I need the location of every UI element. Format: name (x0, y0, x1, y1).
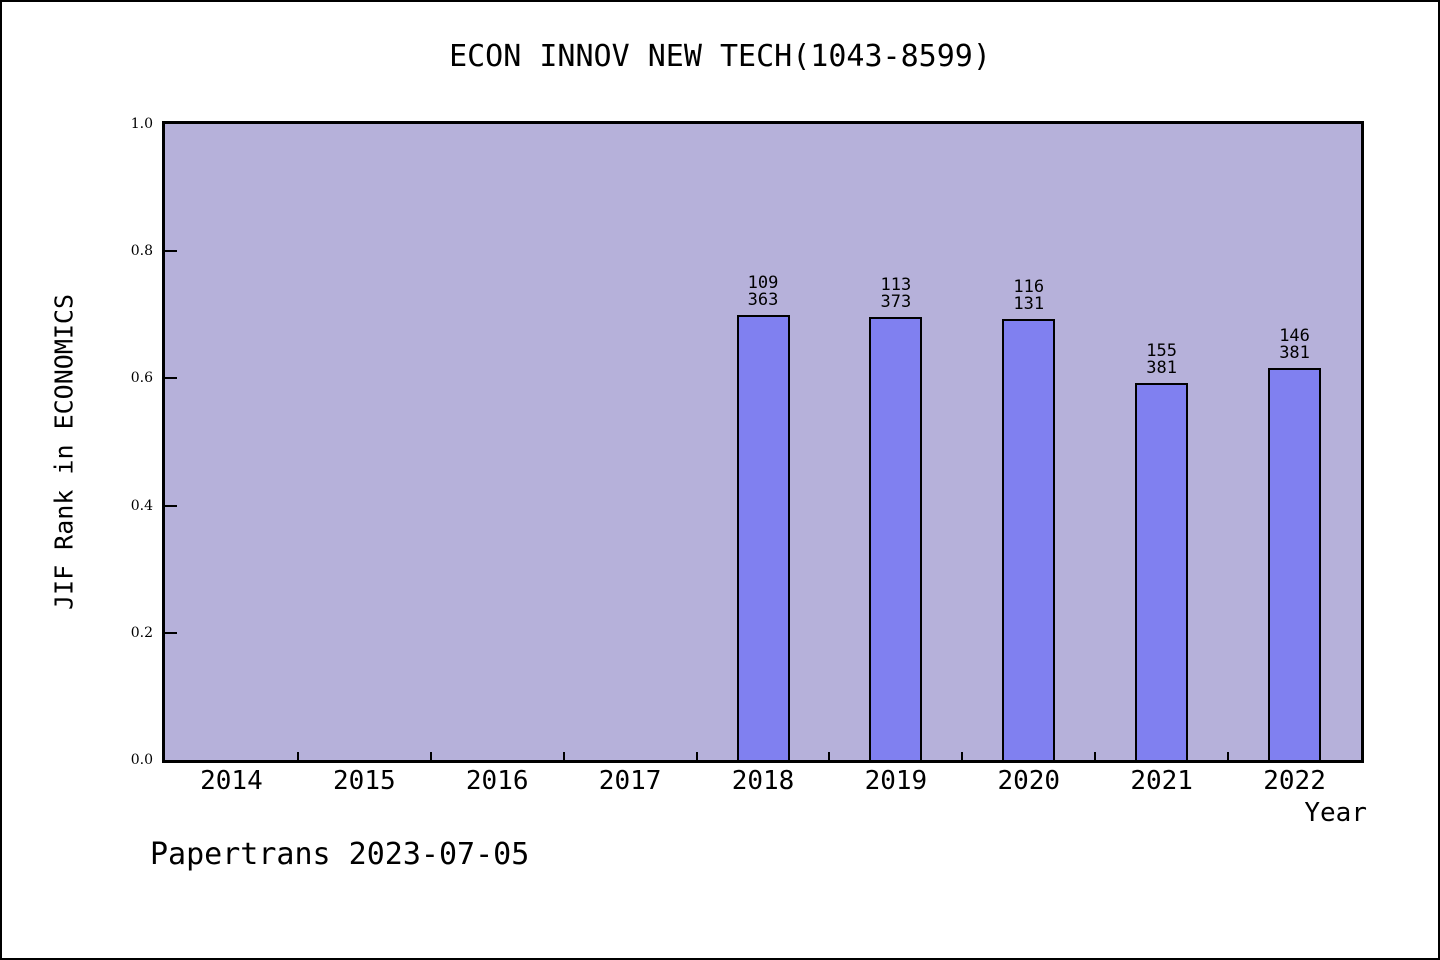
x-tick-label: 2017 (598, 766, 662, 796)
y-axis-label: JIF Rank in ECONOMICS (49, 293, 79, 611)
x-tick-mark (1094, 752, 1097, 760)
bar-value-label: 109 363 (747, 273, 779, 310)
y-tick-mark (165, 631, 177, 634)
bar-2022 (1268, 368, 1322, 760)
x-tick-label: 2020 (997, 766, 1061, 796)
bar-2018 (736, 315, 790, 760)
bar-value-label: 146 381 (1279, 326, 1310, 363)
bar-value-label: 116 131 (1013, 277, 1045, 314)
y-tick-label: 0.4 (130, 497, 153, 514)
chart-title: ECON INNOV NEW TECH(1043-8599) (449, 39, 991, 74)
x-tick-mark (828, 752, 831, 760)
x-tick-label: 2016 (465, 766, 529, 796)
bar-2019 (869, 317, 923, 760)
x-axis-label: Year (1304, 798, 1367, 828)
bar-value-label: 155 381 (1146, 341, 1178, 378)
x-tick-label: 2014 (200, 766, 263, 796)
x-tick-label: 2015 (333, 766, 396, 796)
y-tick-label: 0.6 (130, 370, 153, 387)
bar-value-label: 113 373 (880, 275, 912, 312)
y-tick-mark (165, 377, 177, 380)
bar-2020 (1002, 319, 1056, 760)
x-tick-mark (695, 752, 698, 760)
x-tick-mark (1227, 752, 1230, 760)
y-tick-label: 0.8 (130, 243, 153, 260)
x-tick-mark (429, 752, 432, 760)
bar-2021 (1135, 383, 1189, 760)
x-tick-label: 2022 (1263, 766, 1326, 796)
x-tick-label: 2019 (864, 766, 928, 796)
x-tick-label: 2018 (731, 766, 795, 796)
y-tick-label: 0.0 (130, 752, 153, 768)
y-tick-label: 0.2 (130, 624, 153, 641)
x-tick-mark (296, 752, 299, 760)
y-tick-mark (165, 504, 177, 507)
plot-inner: 109 363 113 373 116 131 155 381 146 381 (165, 124, 1361, 760)
footer-text: Papertrans 2023-07-05 (150, 837, 530, 872)
y-tick-mark (165, 250, 177, 253)
plot-area: 109 363 113 373 116 131 155 381 146 381 (162, 121, 1364, 763)
y-tick-label: 1.0 (130, 116, 153, 132)
x-tick-mark (562, 752, 565, 760)
x-tick-mark (961, 752, 964, 760)
x-tick-label: 2021 (1130, 766, 1193, 796)
